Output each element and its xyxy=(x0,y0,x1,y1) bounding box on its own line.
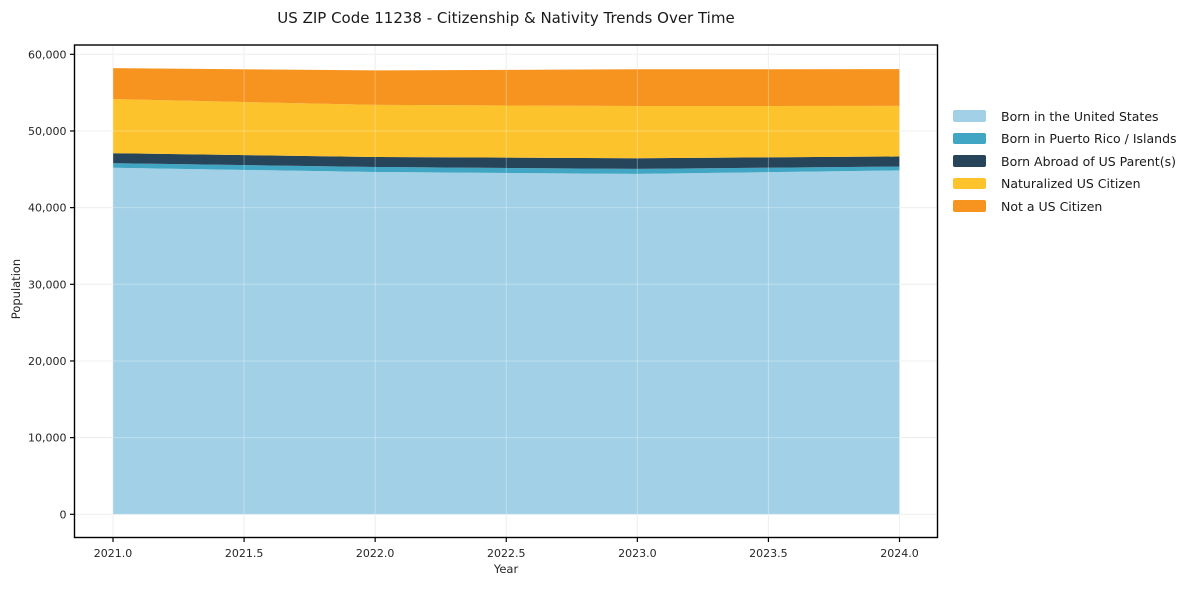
legend: Born in the United States Born in Puerto … xyxy=(953,108,1177,223)
y-tick-label: 20,000 xyxy=(28,355,67,368)
area-series-3 xyxy=(113,99,900,159)
legend-item-1: Born in Puerto Rico / Islands xyxy=(953,131,1177,146)
x-tick-label: 2022.5 xyxy=(487,547,526,560)
y-tick-label: 10,000 xyxy=(28,432,67,445)
legend-item-0: Born in the United States xyxy=(953,108,1177,124)
y-tick-label: 0 xyxy=(60,508,67,521)
area-series-2 xyxy=(113,153,900,169)
chart-title: US ZIP Code 11238 - Citizenship & Nativi… xyxy=(277,9,735,27)
legend-item-label: Born in the United States xyxy=(1001,108,1159,124)
x-axis-label: Year xyxy=(493,562,519,576)
y-axis-label: Population xyxy=(9,258,23,320)
legend-item-2: Born Abroad of US Parent(s) xyxy=(953,153,1177,169)
x-tick-label: 2022.0 xyxy=(356,547,395,560)
x-tick-label: 2023.0 xyxy=(618,547,657,560)
x-tick-label: 2021.0 xyxy=(94,547,133,560)
legend-swatch xyxy=(953,132,986,145)
legend-swatch xyxy=(953,110,986,122)
legend-item-4: Not a US Citizen xyxy=(953,198,1177,214)
legend-swatch xyxy=(953,200,986,212)
area-series-1 xyxy=(113,163,900,174)
area-series-0 xyxy=(113,167,900,515)
x-tick-label: 2024.0 xyxy=(880,547,919,560)
legend-item-3: Naturalized US Citizen xyxy=(953,176,1177,191)
x-tick-label: 2023.5 xyxy=(749,547,788,560)
y-tick-label: 50,000 xyxy=(28,125,67,138)
legend-swatch xyxy=(953,177,986,190)
area-series-4 xyxy=(113,68,900,106)
legend-swatch xyxy=(953,155,986,167)
legend-item-label: Born Abroad of US Parent(s) xyxy=(1001,153,1176,169)
y-tick-label: 60,000 xyxy=(28,48,67,61)
legend-item-label: Born in Puerto Rico / Islands xyxy=(1001,131,1177,146)
y-tick-label: 40,000 xyxy=(28,202,67,215)
x-tick-label: 2021.5 xyxy=(225,547,264,560)
y-tick-label: 30,000 xyxy=(28,278,67,291)
legend-item-label: Not a US Citizen xyxy=(1001,198,1103,214)
legend-item-label: Naturalized US Citizen xyxy=(1001,176,1141,191)
